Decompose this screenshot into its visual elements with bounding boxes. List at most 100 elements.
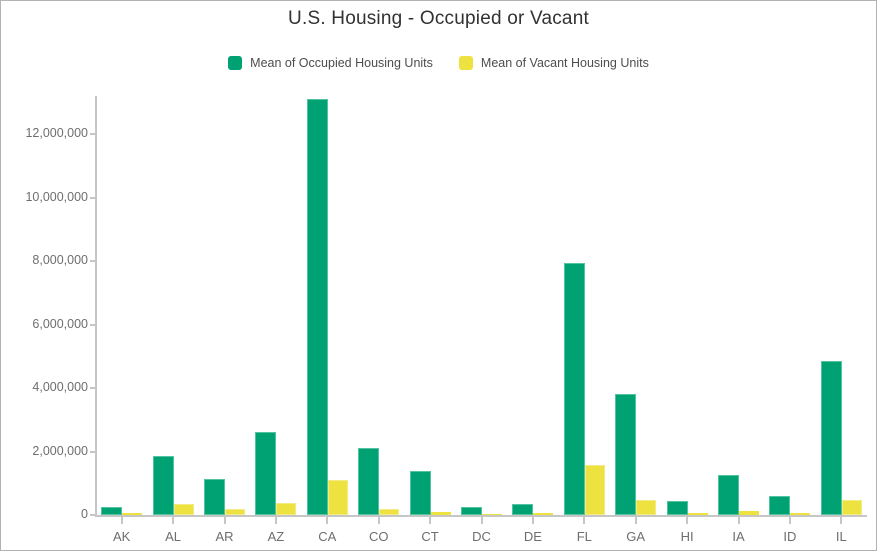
x-axis-tick-label: AK [113, 529, 131, 544]
bar-vacant-fl[interactable] [584, 464, 605, 515]
bar-occupied-ct[interactable] [409, 471, 431, 515]
category-group-az [250, 96, 301, 515]
x-axis-tick-label: CA [318, 529, 337, 544]
x-axis-tick-label: AL [165, 529, 182, 544]
x-axis-tick [172, 517, 175, 524]
y-axis-tick [90, 450, 96, 453]
x-axis-tick [583, 517, 586, 524]
legend-item-occupied[interactable]: Mean of Occupied Housing Units [228, 56, 433, 70]
x-axis-tick [429, 517, 432, 524]
chart-title: U.S. Housing - Occupied or Vacant [288, 8, 589, 29]
bar-occupied-ca[interactable] [306, 99, 328, 515]
x-axis-tick-label: IL [835, 529, 847, 544]
x-axis-tick [788, 517, 791, 524]
y-axis-tick [90, 133, 96, 136]
bar-vacant-dc[interactable] [482, 513, 503, 515]
x-axis-tick-label: AR [215, 529, 234, 544]
bar-vacant-de[interactable] [533, 512, 554, 515]
bar-vacant-ia[interactable] [739, 511, 760, 515]
legend-label-vacant: Mean of Vacant Housing Units [480, 56, 649, 70]
y-axis-tick-label: 12,000,000 [25, 126, 88, 141]
category-group-id [764, 96, 815, 515]
x-axis-tick [274, 517, 277, 524]
x-axis-tick-label: CO [368, 529, 389, 544]
x-axis-tick-label: ID [783, 529, 797, 544]
bar-occupied-de[interactable] [512, 504, 534, 515]
bar-occupied-co[interactable] [358, 448, 380, 515]
x-axis-tick [634, 517, 637, 524]
y-axis-line [95, 96, 97, 517]
plot-area [96, 96, 867, 515]
category-group-il [816, 96, 867, 515]
bar-occupied-dc[interactable] [461, 507, 483, 515]
bar-occupied-ia[interactable] [718, 475, 740, 515]
x-axis-tick-label: HI [680, 529, 694, 544]
bar-vacant-co[interactable] [379, 508, 400, 515]
legend-label-occupied: Mean of Occupied Housing Units [250, 56, 433, 70]
x-axis-tick [737, 517, 740, 524]
legend-swatch-vacant-icon [458, 56, 473, 70]
x-axis-tick [686, 517, 689, 524]
x-axis-tick [326, 517, 329, 524]
category-group-al [147, 96, 198, 515]
legend-item-vacant[interactable]: Mean of Vacant Housing Units [458, 56, 649, 70]
x-axis-tick [480, 517, 483, 524]
bar-vacant-hi[interactable] [687, 513, 708, 515]
category-group-ak [96, 96, 147, 515]
category-group-hi [661, 96, 712, 515]
y-axis-tick-label: 2,000,000 [32, 443, 88, 458]
y-axis-tick [90, 323, 96, 326]
x-axis-tick-label: FL [576, 529, 592, 544]
y-axis-tick-label: 4,000,000 [32, 380, 88, 395]
x-axis-tick-label: AZ [267, 529, 285, 544]
y-axis-tick-label: 6,000,000 [32, 316, 88, 331]
bar-occupied-ga[interactable] [615, 394, 637, 515]
category-group-ia [713, 96, 764, 515]
bar-vacant-ct[interactable] [430, 511, 451, 515]
x-axis-tick-label: CT [421, 529, 439, 544]
category-group-ar [199, 96, 250, 515]
x-axis-line [95, 515, 867, 517]
x-axis-tick-label: DE [523, 529, 542, 544]
legend-swatch-occupied-icon [228, 56, 243, 70]
bar-occupied-ak[interactable] [101, 507, 123, 515]
x-axis-tick-label: IA [732, 529, 745, 544]
y-axis-tick [90, 196, 96, 199]
y-axis-tick [90, 514, 96, 516]
x-axis-tick [377, 517, 380, 524]
bar-vacant-az[interactable] [276, 503, 297, 515]
bar-occupied-il[interactable] [820, 361, 842, 515]
bar-vacant-ak[interactable] [122, 512, 143, 515]
bar-occupied-al[interactable] [152, 456, 174, 515]
x-axis-tick-label: DC [472, 529, 491, 544]
x-axis-tick [840, 517, 843, 524]
bar-vacant-id[interactable] [790, 513, 811, 515]
y-axis-tick [90, 387, 96, 390]
x-axis-tick [531, 517, 534, 524]
bar-vacant-al[interactable] [173, 503, 194, 515]
y-axis-tick-label: 8,000,000 [32, 253, 88, 268]
category-group-fl [559, 96, 610, 515]
x-axis-tick [120, 517, 123, 524]
category-group-de [507, 96, 558, 515]
y-axis-tick [90, 260, 96, 263]
bar-vacant-ga[interactable] [636, 500, 657, 515]
x-axis-tick-label: GA [626, 529, 646, 544]
x-axis-tick [223, 517, 226, 524]
category-group-co [353, 96, 404, 515]
bar-occupied-hi[interactable] [666, 501, 688, 515]
category-group-ct [404, 96, 455, 515]
bar-vacant-ar[interactable] [225, 509, 246, 515]
category-group-dc [456, 96, 507, 515]
category-group-ca [302, 96, 353, 515]
bar-occupied-ar[interactable] [204, 478, 226, 515]
bar-vacant-il[interactable] [841, 500, 862, 515]
bar-vacant-ca[interactable] [327, 480, 348, 515]
bar-occupied-fl[interactable] [563, 263, 585, 515]
category-group-ga [610, 96, 661, 515]
y-axis-tick-label: 10,000,000 [25, 189, 88, 204]
legend: Mean of Occupied Housing Units Mean of V… [1, 56, 876, 70]
bar-occupied-az[interactable] [255, 431, 277, 515]
bar-occupied-id[interactable] [769, 496, 791, 515]
